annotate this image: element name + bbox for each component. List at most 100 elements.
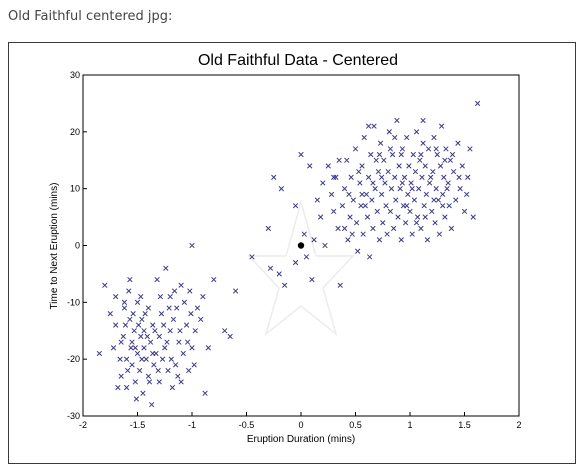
x-tick-label: -1.5 <box>130 420 146 430</box>
data-point <box>397 186 403 192</box>
data-point <box>320 180 326 186</box>
data-point <box>139 316 145 323</box>
data-point <box>129 339 135 345</box>
data-point <box>222 328 228 334</box>
data-point <box>431 197 437 203</box>
data-point <box>382 180 388 186</box>
data-point <box>168 356 174 362</box>
data-point <box>180 350 186 357</box>
data-point <box>156 379 162 385</box>
data-point <box>328 191 335 198</box>
data-point <box>227 333 233 340</box>
data-point <box>298 151 304 158</box>
data-point <box>386 129 392 135</box>
data-point <box>446 203 452 209</box>
data-point <box>113 293 119 300</box>
data-point <box>184 339 191 345</box>
data-point <box>374 208 380 215</box>
y-tick-label: -30 <box>67 411 80 421</box>
x-axis-ticks: -2 -1.5 -1 -0.5 0 0.5 1 1.5 2 <box>79 412 522 430</box>
data-point <box>189 345 195 351</box>
data-point <box>411 197 418 203</box>
y-tick-label: 20 <box>70 127 80 137</box>
data-point <box>117 356 123 362</box>
data-point <box>125 367 131 374</box>
y-tick-label: 0 <box>75 241 80 251</box>
data-point <box>347 214 353 220</box>
scatter-chart: Old Faithful Data - Centered -2 -1.5 -1 -0.… <box>49 52 522 445</box>
data-point <box>459 163 465 169</box>
data-point <box>370 225 376 232</box>
data-point <box>140 390 146 396</box>
data-point <box>121 305 128 311</box>
data-point <box>442 157 448 163</box>
data-point <box>337 282 343 288</box>
data-point <box>141 345 147 351</box>
data-point <box>380 220 386 226</box>
data-point <box>428 174 434 180</box>
data-point <box>440 191 446 198</box>
data-point <box>369 197 375 203</box>
data-point <box>167 293 173 300</box>
data-point <box>470 214 476 220</box>
data-point <box>134 350 141 357</box>
data-point <box>435 197 441 203</box>
data-point <box>335 225 341 232</box>
data-point <box>464 191 470 198</box>
data-point <box>123 384 130 391</box>
data-point <box>186 367 192 374</box>
x-tick-label: -0.5 <box>239 420 255 430</box>
data-point <box>357 180 363 186</box>
data-point <box>442 214 448 220</box>
data-point <box>132 345 138 351</box>
data-point <box>178 282 184 288</box>
data-point <box>145 305 152 311</box>
data-point <box>276 271 282 277</box>
data-point <box>118 373 124 379</box>
data-point <box>423 191 430 198</box>
data-point <box>143 356 149 362</box>
x-tick-label: -2 <box>79 420 87 430</box>
data-point <box>361 134 367 141</box>
data-point <box>189 242 195 249</box>
data-point <box>187 288 193 294</box>
data-point <box>432 220 438 226</box>
data-points <box>96 100 481 408</box>
data-point <box>424 237 431 243</box>
data-point <box>156 333 162 340</box>
data-point <box>150 350 156 357</box>
data-point <box>399 180 406 186</box>
data-point <box>398 151 404 158</box>
data-point <box>183 322 190 328</box>
data-point <box>171 288 178 294</box>
data-point <box>436 231 443 237</box>
data-point <box>410 151 416 158</box>
data-point <box>365 174 372 180</box>
data-point <box>420 140 426 146</box>
data-point <box>154 276 160 283</box>
data-point <box>128 345 134 351</box>
data-point <box>409 186 415 192</box>
data-point <box>384 231 390 237</box>
x-tick-label: -1 <box>188 420 196 430</box>
data-point <box>444 186 450 192</box>
data-point <box>348 174 354 180</box>
data-point <box>455 140 461 146</box>
data-point <box>359 191 365 198</box>
data-point <box>322 242 328 249</box>
data-point <box>292 203 299 209</box>
data-point <box>159 356 166 362</box>
data-point <box>174 305 180 311</box>
x-tick-label: 0 <box>298 420 303 430</box>
data-point <box>450 168 457 175</box>
y-axis-ticks: -30 -20 -10 0 10 20 30 <box>67 70 87 421</box>
y-tick-label: 30 <box>70 70 80 80</box>
data-point <box>474 100 481 107</box>
data-point <box>121 299 128 305</box>
data-point <box>152 328 158 334</box>
data-point <box>118 339 124 345</box>
data-point <box>165 367 171 374</box>
page-caption: Old Faithful centered jpg: <box>8 9 173 24</box>
data-point <box>360 231 366 237</box>
data-point <box>376 151 383 158</box>
